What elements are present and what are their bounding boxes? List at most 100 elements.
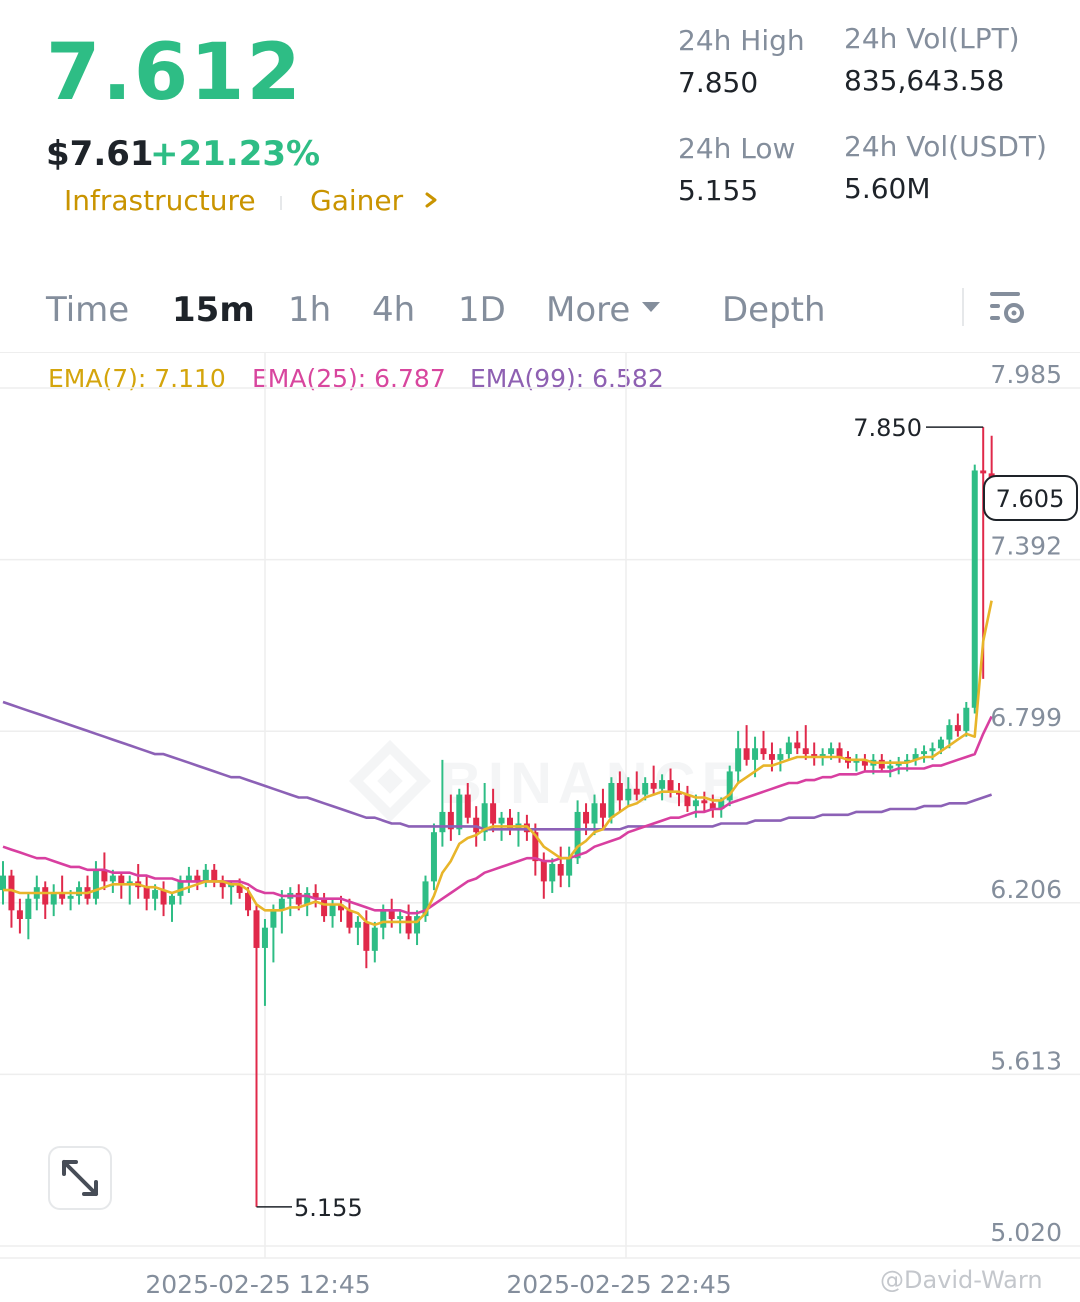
candle-body: [709, 803, 716, 810]
expand-chart-button[interactable]: [48, 1146, 112, 1210]
candle-body: [422, 881, 429, 917]
candle-body: [659, 780, 666, 789]
candle-body: [397, 916, 404, 920]
candle-86: [726, 765, 733, 807]
candle-38: [321, 892, 328, 922]
candle-body: [591, 803, 598, 824]
candle-51: [430, 823, 437, 891]
stat-vol-base-value: 835,643.58: [844, 64, 1005, 97]
candle-42: [354, 916, 361, 946]
caret-down-icon[interactable]: [640, 300, 662, 314]
candle-body: [861, 759, 868, 766]
candle-37: [312, 884, 319, 908]
candle-body: [768, 754, 775, 760]
candle-2: [16, 898, 23, 934]
candle-body: [473, 817, 480, 833]
candle-108: [912, 748, 919, 766]
candle-body: [304, 892, 311, 905]
candle-33: [278, 890, 285, 934]
stat-high-value: 7.850: [678, 66, 759, 99]
candle-6: [50, 884, 57, 917]
tab-time[interactable]: Time: [46, 290, 130, 330]
candle-body: [456, 794, 463, 830]
candle-body: [633, 788, 640, 795]
candle-body: [152, 890, 159, 899]
candle-24: [202, 864, 209, 888]
chevron-right-icon[interactable]: [420, 186, 444, 214]
candle-96: [811, 742, 818, 766]
tab-more[interactable]: More: [546, 290, 631, 330]
candle-92: [777, 748, 784, 772]
candle-68: [574, 800, 581, 865]
price-change-percent: +21.23%: [150, 134, 321, 174]
candle-body: [126, 881, 133, 885]
candle-body: [828, 748, 835, 755]
tab-divider: [962, 288, 964, 326]
candle-3: [25, 892, 32, 940]
tab-1d[interactable]: 1D: [458, 290, 506, 330]
y-tick-label-3: 6.206: [990, 875, 1062, 904]
candle-body: [616, 782, 623, 801]
candle-1: [8, 869, 15, 928]
candle-body: [971, 470, 978, 708]
candle-body: [312, 892, 319, 899]
candle-body: [566, 858, 573, 876]
candle-body: [557, 864, 564, 876]
candle-body: [507, 817, 513, 830]
candle-57: [481, 782, 488, 841]
candle-body: [202, 869, 209, 882]
candle-body: [439, 811, 446, 833]
tab-15m[interactable]: 15m: [172, 290, 255, 330]
candle-40: [338, 895, 344, 922]
candle-5: [42, 881, 49, 920]
tab-4h[interactable]: 4h: [372, 290, 416, 330]
ema25-line: [2, 715, 993, 915]
expand-icon: [62, 1160, 98, 1196]
candle-36: [304, 887, 311, 917]
low-marker-label: 5.155: [294, 1194, 363, 1222]
candle-77: [650, 765, 657, 795]
stat-vol-base-label: 24h Vol(LPT): [844, 22, 1020, 55]
candle-body: [380, 910, 387, 928]
tab-depth[interactable]: Depth: [722, 290, 826, 330]
candle-body: [211, 869, 218, 882]
price-markers: 7.850 5.155 7.605: [256, 414, 1078, 1222]
candle-body: [853, 759, 860, 763]
candle-23: [194, 869, 201, 891]
candle-body: [8, 875, 15, 911]
ema-lines: [2, 600, 993, 927]
candle-body: [540, 861, 547, 882]
candle-body: [101, 869, 108, 882]
candle-75: [633, 771, 640, 801]
candle-body: [667, 780, 674, 792]
candle-body: [194, 875, 201, 882]
candle-body: [701, 800, 708, 804]
candle-84: [709, 794, 716, 818]
tag-infrastructure[interactable]: Infrastructure: [64, 184, 256, 217]
candle-body: [743, 748, 750, 760]
candle-17: [143, 875, 150, 911]
candle-body: [92, 869, 99, 899]
candle-body: [684, 794, 691, 807]
candle-body: [169, 895, 175, 905]
candle-body: [329, 904, 336, 917]
candle-body: [236, 884, 243, 893]
tab-1h[interactable]: 1h: [288, 290, 332, 330]
chart-settings-icon[interactable]: [986, 288, 1030, 328]
candle-body: [752, 748, 759, 760]
tag-gainer[interactable]: Gainer: [310, 184, 404, 217]
candle-body: [405, 916, 412, 934]
candle-body: [270, 910, 277, 928]
candle-body: [109, 875, 116, 882]
candle-body: [321, 898, 328, 917]
candle-16: [135, 864, 142, 899]
candle-body: [160, 890, 167, 905]
candle-74: [625, 777, 632, 807]
y-tick-label-4: 5.613: [990, 1046, 1062, 1075]
candle-body: [278, 898, 285, 911]
candle-114: [963, 701, 970, 737]
candle-18: [152, 884, 159, 911]
candle-80: [676, 782, 682, 807]
candle-body: [354, 921, 361, 928]
